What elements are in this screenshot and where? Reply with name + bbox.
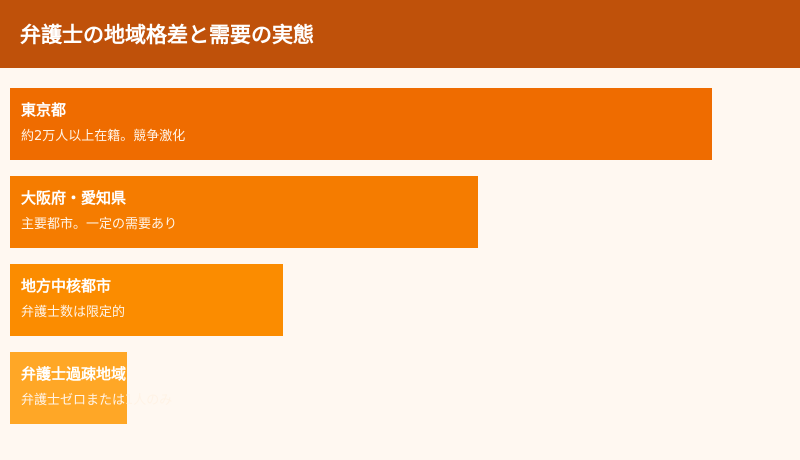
- bar-description: 約2万人以上在籍。競争激化: [21, 129, 186, 144]
- bar-description: 弁護士数は限定的: [21, 305, 126, 320]
- bar-title: 弁護士過疎地域: [21, 365, 127, 383]
- bar-description: 弁護士ゼロまたは1人のみ: [21, 393, 173, 408]
- page-header: 弁護士の地域格差と需要の実態: [0, 0, 800, 68]
- bar-title: 大阪府・愛知県: [21, 189, 127, 207]
- bar-description: 主要都市。一定の需要あり: [21, 217, 178, 232]
- bar-regional-cities: 地方中核都市 弁護士数は限定的: [10, 264, 283, 336]
- bar-underserved-areas: 弁護士過疎地域 弁護士ゼロまたは1人のみ: [10, 352, 173, 424]
- page-title: 弁護士の地域格差と需要の実態: [20, 23, 314, 47]
- region-bars: 東京都 約2万人以上在籍。競争激化 大阪府・愛知県 主要都市。一定の需要あり 地…: [10, 88, 790, 440]
- bar-title: 地方中核都市: [21, 277, 112, 295]
- bar-title: 東京都: [21, 101, 67, 119]
- bar-osaka-aichi: 大阪府・愛知県 主要都市。一定の需要あり: [10, 176, 478, 248]
- bar-tokyo: 東京都 約2万人以上在籍。競争激化: [10, 88, 712, 160]
